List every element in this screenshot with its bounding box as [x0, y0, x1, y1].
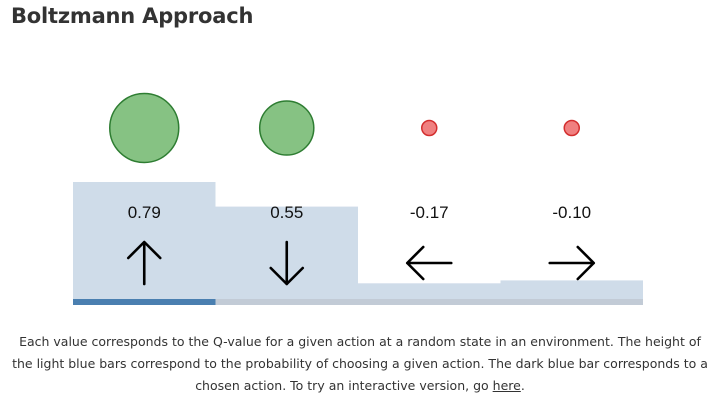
q-value-circle	[258, 100, 315, 156]
boltzmann-diagram: 0.79 0.55 -0.17 -0.10	[73, 92, 643, 305]
down-arrow-path	[269, 240, 305, 286]
down-arrow-icon	[269, 240, 305, 286]
q-value-label: 0.55	[270, 203, 303, 222]
chosen-action-bar	[73, 299, 216, 305]
left-arrow-path	[405, 245, 453, 281]
right-arrow-icon	[548, 245, 596, 281]
baseline	[73, 299, 643, 305]
up-arrow-icon	[126, 240, 162, 286]
here-link[interactable]: here	[492, 378, 521, 393]
q-value-label: 0.79	[128, 203, 161, 222]
q-value-circle	[563, 119, 580, 137]
q-value-circle	[421, 119, 438, 137]
caption-text: Each value corresponds to the Q-value fo…	[12, 334, 708, 393]
up-arrow-path	[126, 240, 162, 286]
left-arrow-icon	[405, 245, 453, 281]
q-value-label: -0.10	[552, 203, 591, 222]
caption-suffix: .	[520, 378, 525, 393]
right-arrow-path	[548, 245, 596, 281]
page-title: Boltzmann Approach	[11, 4, 254, 28]
q-value-label: -0.17	[410, 203, 449, 222]
caption: Each value corresponds to the Q-value fo…	[10, 331, 710, 397]
q-value-circle	[109, 92, 180, 164]
